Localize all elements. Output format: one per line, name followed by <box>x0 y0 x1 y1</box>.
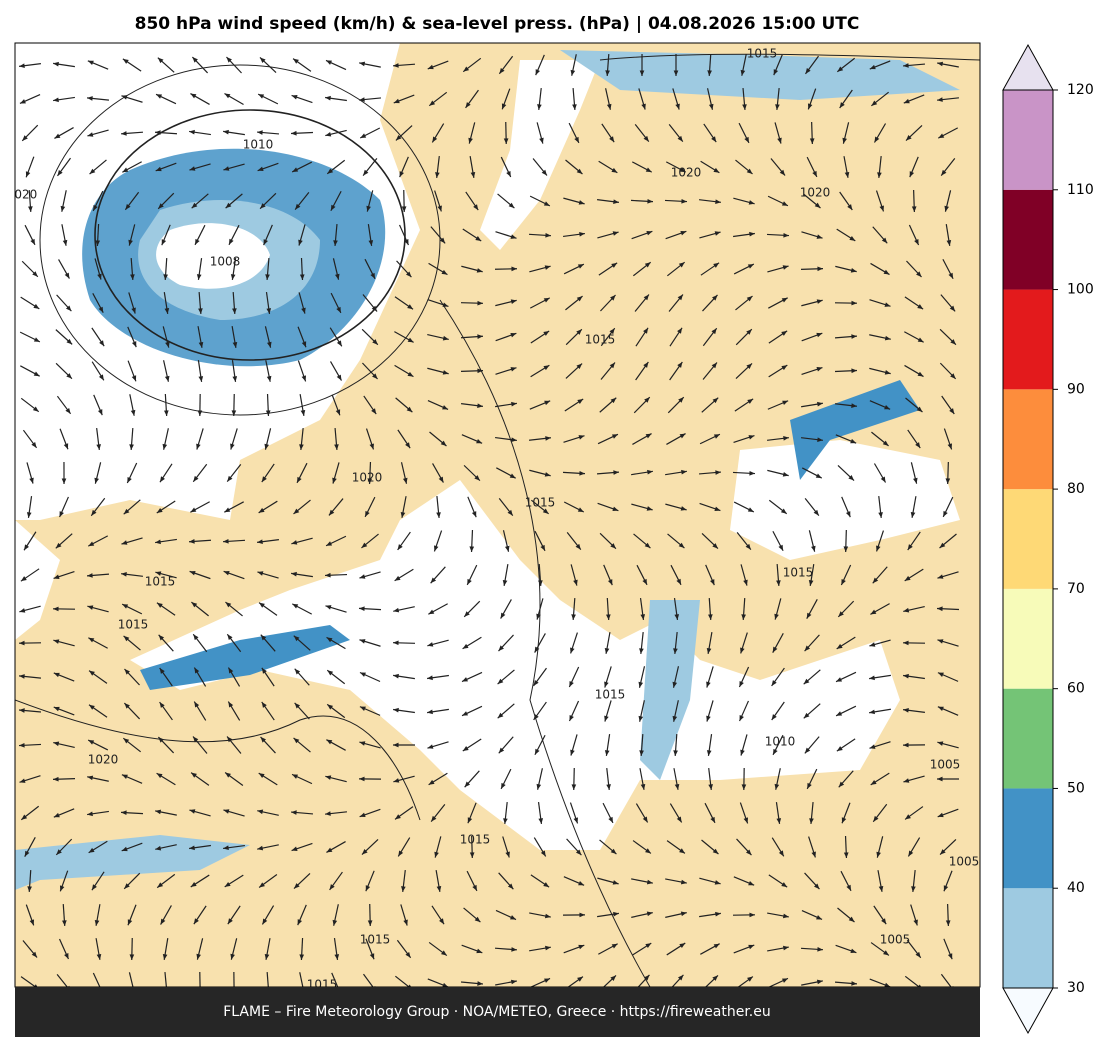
map-area: 1015 1010 1008 1020 1020 1015 1020 1015 1015 1015… <box>7 43 980 994</box>
isobar-label: 1015 <box>525 496 556 510</box>
footer: FLAME – Fire Meteorology Group · NOA/MET… <box>223 1004 771 1020</box>
isobar-label: 1015 <box>585 333 616 347</box>
isobar-label: 1020 <box>88 753 119 767</box>
colorbar-tick-label: 100 <box>1067 282 1094 298</box>
isobar-label: 1010 <box>243 138 274 152</box>
colorbar-segment <box>1003 389 1053 489</box>
colorbar-tick-label: 80 <box>1067 481 1085 497</box>
colorbar-tick-label: 120 <box>1067 82 1094 98</box>
colorbar-segment <box>1003 589 1053 689</box>
isobar-label: 1010 <box>765 735 796 749</box>
colorbar-tick-label: 50 <box>1067 780 1085 796</box>
colorbar-segment <box>1003 290 1053 390</box>
colorbar-segment <box>1003 90 1053 190</box>
isobar-label: 1020 <box>800 186 831 200</box>
isobar-label: 1015 <box>747 47 778 61</box>
isobar-label: 1005 <box>930 758 961 772</box>
title: 850 hPa wind speed (km/h) & sea-level pr… <box>135 14 860 34</box>
isobar-label: 1015 <box>360 933 391 947</box>
isobar-label: 1015 <box>118 618 149 632</box>
colorbar-tick-label: 40 <box>1067 880 1085 896</box>
isobar-label: 1008 <box>210 255 241 269</box>
isobar-label: 1020 <box>7 188 38 202</box>
colorbar-segment <box>1003 888 1053 988</box>
colorbar-tick-label: 110 <box>1067 182 1094 198</box>
colorbar-segment <box>1003 689 1053 789</box>
isobar-label: 1020 <box>352 471 383 485</box>
isobar-label: 1015 <box>460 833 491 847</box>
colorbar-tick-label: 60 <box>1067 681 1085 697</box>
colorbar-tick-label: 70 <box>1067 581 1085 597</box>
isobar-label: 1005 <box>949 855 980 869</box>
isobar-label: 1005 <box>880 933 911 947</box>
colorbar-segment <box>1003 489 1053 589</box>
colorbar-segment <box>1003 788 1053 888</box>
colorbar: 30 40 50 60 70 80 90 100 110 120 <box>1003 45 1094 1033</box>
colorbar-under <box>1003 988 1053 1033</box>
isobar-label: 1015 <box>783 566 814 580</box>
colorbar-tick-label: 90 <box>1067 381 1085 397</box>
colorbar-segment <box>1003 190 1053 290</box>
colorbar-over <box>1003 45 1053 90</box>
isobar-label: 1015 <box>595 688 626 702</box>
colorbar-tick-label: 30 <box>1067 980 1085 996</box>
isobar-label: 1020 <box>671 166 702 180</box>
isobar-label: 1015 <box>145 575 176 589</box>
